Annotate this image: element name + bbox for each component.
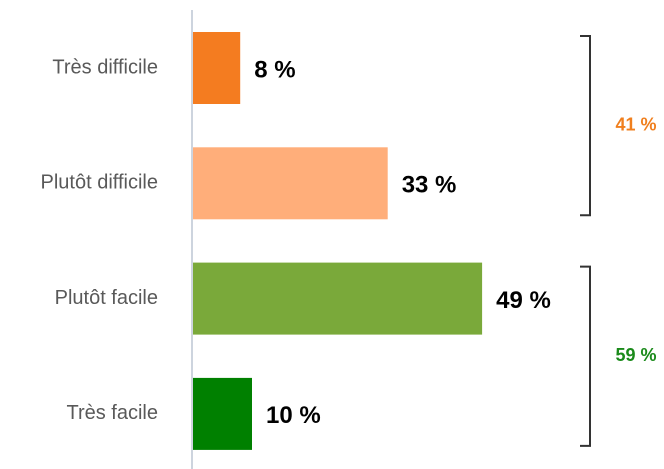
- bar: [193, 262, 483, 335]
- group-label: 41 %: [615, 114, 656, 134]
- category-label: Plutôt difficile: [41, 172, 158, 194]
- category-label: Plutôt facile: [55, 287, 158, 309]
- category-label: Très facile: [66, 402, 158, 424]
- group-bracket: [580, 35, 591, 217]
- category-label: Très difficile: [52, 56, 158, 78]
- group-label: 59 %: [615, 345, 656, 365]
- bar: [193, 32, 241, 104]
- value-label: 49 %: [496, 287, 551, 314]
- group-bracket: [580, 265, 591, 447]
- value-label: 10 %: [266, 402, 321, 429]
- bar: [193, 147, 388, 220]
- value-label: 33 %: [402, 172, 457, 199]
- value-label: 8 %: [254, 56, 295, 83]
- bar: [193, 377, 252, 450]
